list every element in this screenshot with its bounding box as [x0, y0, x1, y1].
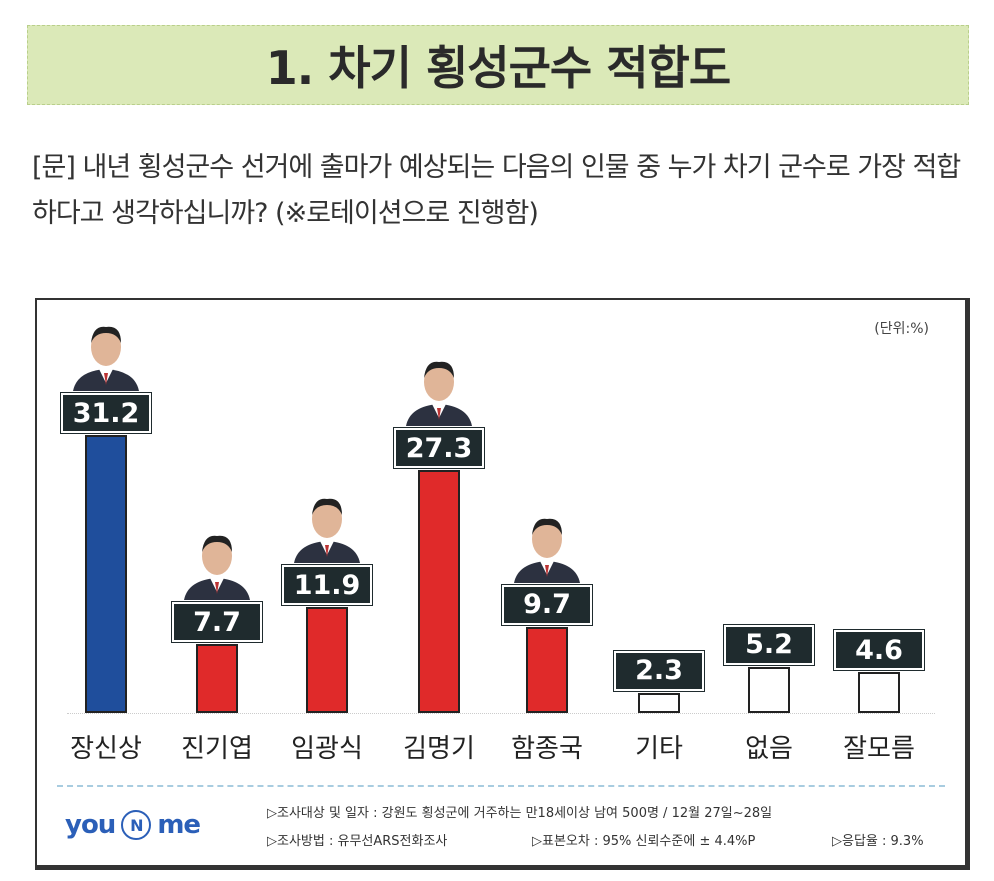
category-label: 없음 — [745, 734, 793, 764]
candidate-photo — [184, 536, 250, 601]
value-label: 27.3 — [394, 428, 484, 469]
bar-임광식 — [306, 607, 348, 713]
value-label: 5.2 — [724, 624, 814, 665]
value-label: 31.2 — [61, 393, 151, 434]
unit-label: (단위:%) — [874, 321, 929, 337]
bar-chart: (단위:%) 31.2 장신상 7.7 진기엽 11.9 임광식 27.3 김명기 9.7 함종국… — [35, 298, 970, 870]
bar-없음 — [748, 666, 790, 713]
candidate-photo — [406, 361, 472, 427]
category-label: 기타 — [635, 734, 683, 764]
candidate-photo — [294, 498, 360, 564]
value-label: 11.9 — [282, 565, 372, 606]
footer-divider — [57, 785, 945, 787]
value-label: 9.7 — [502, 584, 592, 625]
value-label: 2.3 — [614, 650, 704, 691]
sampling-error-note: ▷표본오차 : 95% 신뢰수준에 ± 4.4%P — [532, 834, 756, 849]
survey-method-note: ▷조사방법 : 유무선ARS전화조사 — [267, 834, 448, 849]
candidate-photo — [514, 518, 580, 583]
bar-진기엽 — [196, 644, 238, 713]
candidate-photo — [73, 327, 139, 392]
response-rate-note: ▷응답율 : 9.3% — [832, 834, 924, 849]
baseline — [67, 713, 935, 714]
title-banner: 1. 차기 횡성군수 적합도 — [27, 25, 969, 105]
value-label: 4.6 — [834, 630, 924, 671]
category-label: 장신상 — [70, 734, 142, 764]
bar-장신상 — [85, 435, 127, 713]
category-label: 김명기 — [403, 734, 475, 764]
category-label: 진기엽 — [181, 734, 253, 764]
bar-잘모름 — [858, 672, 900, 713]
page-title: 1. 차기 횡성군수 적합도 — [265, 41, 731, 95]
value-label: 7.7 — [172, 602, 262, 643]
survey-question: [문] 내년 횡성군수 선거에 출마가 예상되는 다음의 인물 중 누가 차기 … — [32, 152, 961, 229]
category-label: 임광식 — [291, 734, 363, 764]
bar-김명기 — [418, 470, 460, 713]
category-label: 함종국 — [511, 734, 583, 764]
survey-target-note: ▷조사대상 및 일자 : 강원도 횡성군에 거주하는 만18세이상 남여 500… — [267, 806, 773, 821]
category-label: 잘모름 — [843, 734, 915, 764]
bar-함종국 — [526, 626, 568, 713]
bar-기타 — [638, 692, 680, 713]
